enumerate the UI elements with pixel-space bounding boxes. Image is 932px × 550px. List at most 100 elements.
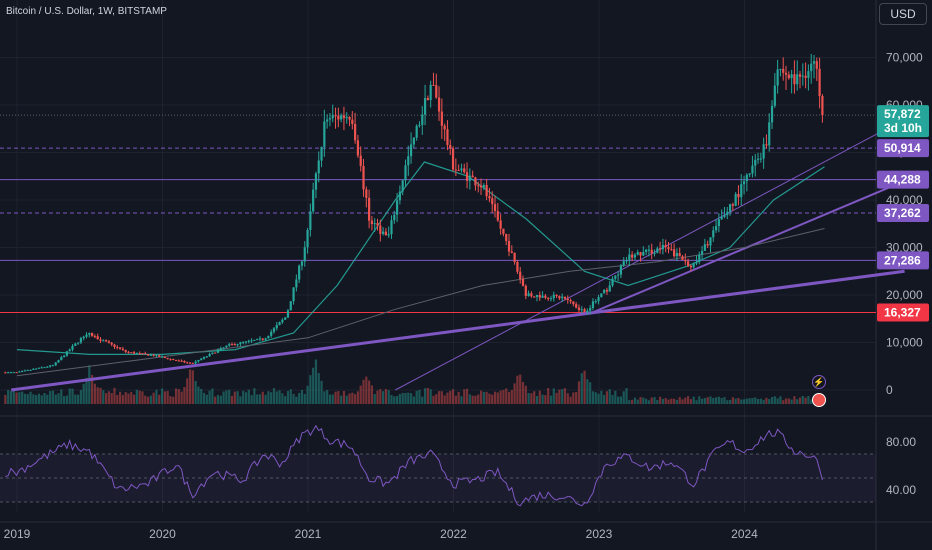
volume-bar [617, 396, 620, 404]
candle-body [384, 231, 387, 236]
candle-body [586, 310, 589, 313]
candle-body [617, 274, 620, 276]
candle-body [65, 351, 69, 356]
candle-body [194, 361, 197, 364]
candle-body [463, 168, 466, 173]
candle-body [812, 61, 816, 64]
candle-body [636, 252, 639, 255]
volume-bar [348, 393, 351, 404]
candle-body [776, 69, 779, 86]
candle-body [144, 353, 147, 355]
volume-bar [12, 390, 15, 404]
x-tick-label: 2022 [440, 527, 467, 541]
candle-body [99, 339, 102, 341]
level-price-label: 50,914 [884, 141, 921, 155]
candle-body [253, 339, 256, 341]
candle-body [454, 169, 457, 171]
candle-body [821, 96, 824, 116]
volume-bar [807, 395, 810, 404]
volume-bar [194, 380, 197, 404]
volume-bar [499, 390, 502, 404]
volume-bar [345, 395, 348, 404]
flag-icon[interactable] [812, 393, 826, 407]
volume-bar [9, 391, 13, 404]
volume-bar [384, 389, 387, 404]
candle-body [362, 165, 365, 190]
trendline [10, 269, 905, 392]
volume-bar [256, 394, 259, 404]
candle-body [614, 275, 617, 279]
candle-body [594, 301, 597, 303]
candle-body [505, 233, 508, 241]
volume-bar [91, 374, 94, 404]
volume-bar [561, 389, 564, 404]
volume-bar [762, 399, 765, 404]
candle-body [815, 61, 818, 69]
candle-body [264, 338, 267, 340]
candle-body [675, 253, 678, 257]
volume-bar [591, 391, 595, 404]
volume-bar [261, 391, 264, 404]
volume-bar [292, 393, 295, 404]
candle-body [135, 353, 138, 355]
candle-body [395, 200, 399, 215]
candle-body [4, 372, 7, 374]
candle-body [166, 357, 169, 360]
candle-body [653, 252, 656, 254]
volume-bar [359, 385, 362, 404]
volume-bar [382, 391, 385, 404]
candle-body [622, 261, 625, 266]
volume-bar [43, 392, 46, 404]
volume-bar [726, 400, 729, 404]
volume-bar [141, 391, 144, 404]
volume-bar [49, 391, 52, 404]
candle-body [740, 184, 743, 198]
currency-button[interactable]: USD [879, 3, 927, 25]
candle-body [611, 278, 614, 286]
volume-bar [572, 392, 575, 404]
candle-body [12, 372, 15, 374]
candle-body [491, 198, 494, 205]
candle-body [275, 325, 278, 329]
candle-body [412, 137, 415, 145]
level-price-label: 27,286 [884, 253, 921, 267]
candle-body [258, 338, 262, 340]
candle-body [127, 351, 130, 353]
level-price-label-bg [877, 139, 929, 158]
candle-body [527, 293, 530, 296]
volume-bar [239, 396, 242, 404]
candle-body [225, 345, 228, 348]
volume-bar [303, 393, 306, 404]
volume-bar [510, 390, 513, 404]
volume-bar [614, 390, 617, 404]
volume-bar [289, 389, 292, 404]
candle-body [354, 124, 357, 141]
volume-bar [197, 386, 200, 404]
volume-bar [742, 399, 746, 404]
lightning-icon[interactable]: ⚡ [812, 375, 826, 389]
volume-bar [93, 383, 96, 404]
volume-bar [449, 390, 452, 404]
candle-body [342, 115, 346, 119]
y-tick-label: 30,000 [886, 241, 923, 255]
candle-body [292, 287, 295, 302]
candle-body [572, 301, 575, 305]
candle-body [717, 219, 720, 227]
volume-bar [695, 400, 698, 404]
candle-body [524, 285, 527, 296]
candle-body [284, 317, 287, 320]
candle-body [71, 345, 74, 350]
volume-bar [555, 392, 558, 404]
candle-body [60, 357, 63, 361]
candle-body [818, 68, 821, 97]
volume-bar [250, 395, 253, 404]
volume-bar [667, 399, 670, 404]
volume-bar [611, 394, 614, 404]
volume-bar [409, 393, 413, 404]
volume-bar [88, 365, 91, 404]
candle-body [720, 216, 723, 220]
volume-bar [457, 391, 460, 404]
level-price-label: 16,327 [884, 305, 921, 319]
volume-bar [354, 394, 357, 404]
